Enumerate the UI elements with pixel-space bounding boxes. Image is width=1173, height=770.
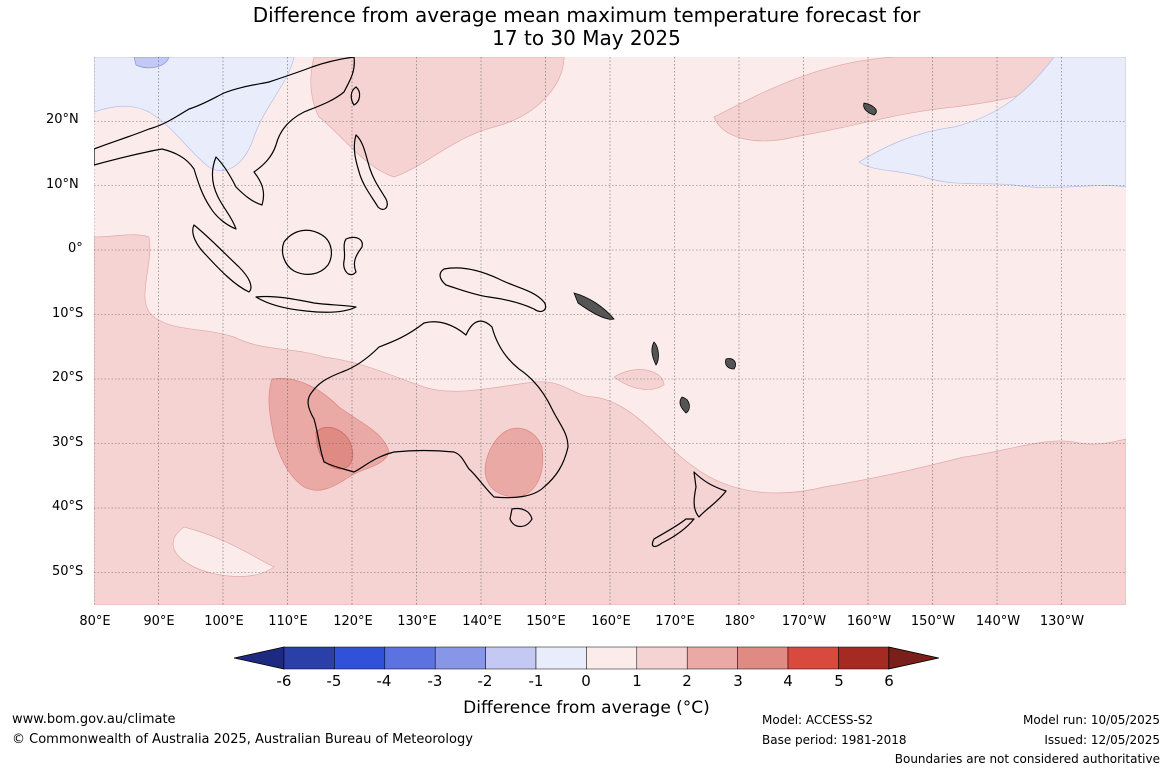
coastline-australia xyxy=(307,320,569,499)
footer-site: www.bom.gov.au/climate xyxy=(12,712,176,727)
lat-label-10n: 10°N xyxy=(46,177,79,192)
chart-title: Difference from average mean maximum tem… xyxy=(0,4,1173,50)
lon-label-140e: 140°E xyxy=(462,614,502,629)
anomaly-region-north-pacific xyxy=(713,57,1055,142)
colorbar-segment xyxy=(334,646,386,670)
anomaly-region-southern-ocean-fill xyxy=(172,526,275,577)
footer-model-run: Model run: 10/05/2025 xyxy=(1022,713,1160,727)
lon-label-130w: 130°W xyxy=(1039,614,1085,629)
colorbar-segment xyxy=(434,646,486,670)
colorbar-arrow-right xyxy=(888,646,939,670)
coastline-taiwan xyxy=(350,86,361,106)
colorbar-segment xyxy=(838,646,890,670)
colorbar-segment xyxy=(384,646,436,670)
colorbar-tick: 6 xyxy=(884,672,894,690)
lon-label-160w: 160°W xyxy=(846,614,892,629)
lon-label-90e: 90°E xyxy=(143,614,175,629)
lon-label-160e: 160°E xyxy=(591,614,631,629)
map-svg xyxy=(94,57,1126,605)
colorbar-tick: 0 xyxy=(581,672,591,690)
footer-copyright: © Commonwealth of Australia 2025, Austra… xyxy=(12,732,473,747)
colorbar-segments xyxy=(234,646,939,670)
colorbar-tick: -3 xyxy=(427,672,443,690)
colorbar-tick: -4 xyxy=(376,672,392,690)
lat-label-0: 0° xyxy=(68,241,83,256)
lat-label-20s: 20°S xyxy=(52,370,84,385)
lat-label-40s: 40°S xyxy=(52,499,84,514)
lat-label-50s: 50°S xyxy=(52,564,84,579)
coastline-asia-mainland xyxy=(94,57,355,230)
island-hawaii xyxy=(863,102,877,116)
coastline-philippines xyxy=(353,134,388,211)
colorbar-segment xyxy=(485,646,537,670)
coastline-tasmania xyxy=(509,507,533,528)
colorbar-segment xyxy=(636,646,688,670)
anomaly-region-philippine-sea xyxy=(310,57,565,178)
colorbar xyxy=(234,646,939,670)
island-vanuatu xyxy=(651,341,659,366)
footer-base-period: Base period: 1981-2018 xyxy=(762,733,907,747)
colorbar-label: Difference from average (°C) xyxy=(463,698,710,718)
coastline-java xyxy=(255,295,357,313)
lon-label-130e: 130°E xyxy=(397,614,437,629)
lon-label-140w: 140°W xyxy=(975,614,1021,629)
lat-label-30s: 30°S xyxy=(52,435,84,450)
lat-label-20n: 20°N xyxy=(46,112,79,127)
lon-label-100e: 100°E xyxy=(204,614,244,629)
graticule xyxy=(94,57,1126,605)
coastline-new-zealand-north xyxy=(693,471,727,518)
colorbar-tick: 3 xyxy=(733,672,743,690)
coastline-sulawesi xyxy=(343,236,363,276)
lon-label-180: 180° xyxy=(724,614,756,629)
title-line-2: 17 to 30 May 2025 xyxy=(492,26,681,50)
footer-disclaimer: Boundaries are not considered authoritat… xyxy=(894,752,1160,766)
colorbar-tick: -5 xyxy=(326,672,342,690)
lon-label-170e: 170°E xyxy=(655,614,695,629)
colorbar-segment xyxy=(586,646,638,670)
colorbar-tick: -1 xyxy=(528,672,544,690)
lat-label-10s: 10°S xyxy=(52,306,84,321)
lon-label-120e: 120°E xyxy=(333,614,373,629)
colorbar-tick: 5 xyxy=(834,672,844,690)
lon-label-170w: 170°W xyxy=(781,614,827,629)
title-line-1: Difference from average mean maximum tem… xyxy=(252,3,921,27)
coastline-sumatra xyxy=(192,224,252,293)
colorbar-segment xyxy=(737,646,789,670)
island-new-caledonia xyxy=(679,396,690,414)
colorbar-segment xyxy=(283,646,335,670)
forecast-map xyxy=(94,57,1126,605)
anomaly-region-tibet-cool xyxy=(133,57,170,69)
colorbar-segment xyxy=(535,646,587,670)
island-fiji xyxy=(725,358,736,370)
lon-label-80e: 80°E xyxy=(79,614,111,629)
colorbar-tick: 1 xyxy=(632,672,642,690)
lon-label-110e: 110°E xyxy=(268,614,308,629)
coastlines xyxy=(94,57,727,548)
island-solomons xyxy=(573,292,615,320)
lon-label-150e: 150°E xyxy=(526,614,566,629)
colorbar-arrow-left xyxy=(234,646,285,670)
colorbar-tick: 2 xyxy=(682,672,692,690)
anomaly-region-indochina-cool xyxy=(94,57,295,172)
footer-model: Model: ACCESS-S2 xyxy=(762,713,874,727)
colorbar-tick: -2 xyxy=(477,672,493,690)
anomaly-region-southeast-australia xyxy=(484,427,544,498)
coastline-new-zealand-south xyxy=(651,518,695,548)
pacific-islands xyxy=(573,102,877,414)
coastline-new-guinea xyxy=(439,267,547,313)
anomaly-region-tasman-sea xyxy=(613,369,665,390)
colorbar-segment xyxy=(787,646,839,670)
colorbar-tick: 4 xyxy=(783,672,793,690)
colorbar-tick: -6 xyxy=(276,672,292,690)
coastline-borneo xyxy=(281,229,332,275)
footer-issued: Issued: 12/05/2025 xyxy=(1044,733,1160,747)
colorbar-segment xyxy=(686,646,738,670)
lon-label-150w: 150°W xyxy=(910,614,956,629)
